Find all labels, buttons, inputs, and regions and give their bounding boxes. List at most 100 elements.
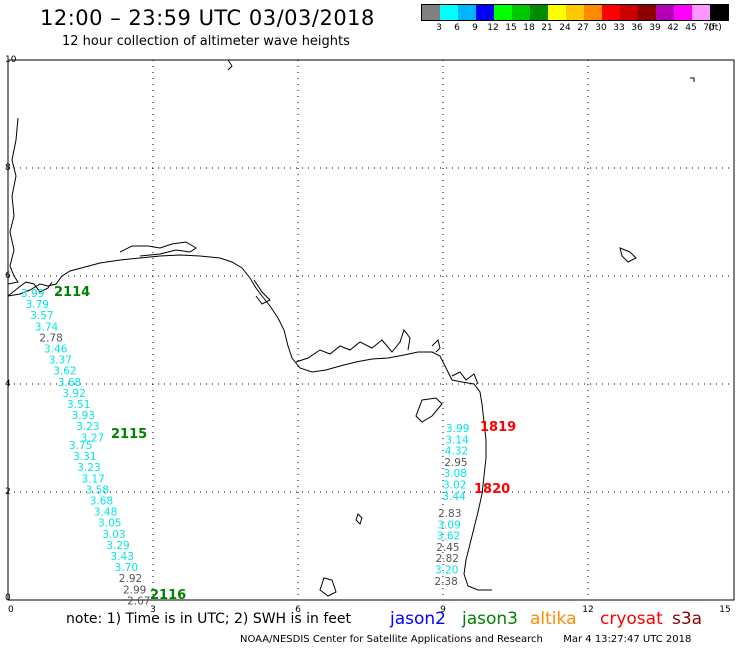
wave-height-value: 3.29 [106, 540, 129, 552]
scale-label: 33 [613, 23, 625, 33]
wave-height-value: 3.51 [67, 399, 90, 411]
scale-swatch [710, 5, 728, 20]
pass-label: 1819 [480, 420, 516, 435]
wave-height-value: 3.43 [111, 551, 134, 563]
wave-height-value: 2.92 [119, 573, 142, 585]
scale-swatch [530, 5, 548, 20]
wave-height-value: 3.31 [73, 451, 96, 463]
scale-label: 15 [505, 23, 517, 33]
credit-text: NOAA/NESDIS Center for Satellite Applica… [240, 634, 543, 645]
scale-swatch [584, 5, 602, 20]
x-tick-label: 12 [582, 605, 593, 615]
scale-label: 18 [523, 23, 535, 33]
y-tick-label: 8 [5, 163, 11, 173]
y-tick-label: 6 [5, 271, 11, 281]
wave-height-value: 3.37 [49, 355, 72, 367]
wave-height-value: 3.93 [72, 410, 95, 422]
scale-label: 9 [472, 23, 478, 33]
wave-height-value: 3.99 [21, 288, 44, 300]
wave-height-value: 2.82 [436, 553, 459, 565]
wave-height-value: 2.95 [444, 457, 467, 469]
scale-swatch [674, 5, 692, 20]
scale-label: 70 [703, 23, 715, 33]
wave-height-color-scale [421, 4, 729, 21]
wave-height-value: 3.99 [446, 423, 469, 435]
x-tick-label: 6 [295, 605, 301, 615]
wave-height-value: 3.08 [444, 468, 467, 480]
wave-height-value: 3.58 [86, 484, 109, 496]
wave-height-value: 4.32 [445, 446, 468, 458]
x-tick-label: 0 [8, 605, 14, 615]
scale-swatch [638, 5, 656, 20]
wave-height-value: 3.23 [76, 421, 99, 433]
scale-swatch [602, 5, 620, 20]
wave-height-value: 3.57 [30, 310, 53, 322]
wave-height-value: 3.68 [90, 496, 113, 508]
scale-label: 27 [577, 23, 589, 33]
wave-height-value: 3.17 [81, 473, 104, 485]
pass-label: 2116 [150, 588, 186, 603]
wave-height-value: 3.20 [435, 565, 458, 577]
wave-height-value: 3.23 [77, 462, 100, 474]
scale-swatch [692, 5, 710, 20]
graticule-grid [8, 60, 734, 600]
wave-height-value: 3.70 [115, 562, 138, 574]
scale-label: 30 [595, 23, 607, 33]
wave-height-value: 3.62 [53, 366, 76, 378]
y-tick-label: 0 [5, 593, 11, 603]
pass-label: 2114 [54, 285, 90, 300]
wave-height-value: 3.02 [443, 480, 466, 492]
scale-swatch [440, 5, 458, 20]
wave-height-value: 3.05 [98, 518, 121, 530]
wave-height-value: 3.46 [44, 344, 68, 356]
wave-height-value: 3.14 [445, 434, 469, 446]
scale-label: 36 [631, 23, 643, 33]
color-scale-labels: 3 6 9 12 15 18 21 24 27 30 33 36 39 42 45 70 (ft) [421, 23, 740, 37]
wave-height-value: 3.09 [437, 519, 460, 531]
scale-label: 12 [487, 23, 499, 33]
scale-label: 42 [667, 23, 679, 33]
coastline [7, 59, 695, 597]
wave-height-value: 3.75 [69, 440, 92, 452]
wave-height-value: 3.48 [94, 507, 117, 519]
wave-height-value: 3.68 [58, 377, 81, 389]
scale-swatch [458, 5, 476, 20]
y-axis-ticks: 10 8 6 4 2 0 [5, 55, 17, 603]
scale-swatch [566, 5, 584, 20]
satellite-passes: 3.993.793.573.742.783.463.373.623.683.92… [21, 285, 516, 607]
credit-timestamp: Mar 4 13:27:47 UTC 2018 [563, 634, 692, 645]
x-axis-ticks: 0 3 6 9 12 15 [8, 605, 731, 615]
wave-height-value: 2.45 [436, 542, 459, 554]
wave-height-value: 3.27 [81, 432, 104, 444]
legend-s3a: s3a [672, 609, 703, 629]
legend-cryosat: cryosat [600, 609, 663, 629]
wave-height-value: 3.44 [442, 491, 466, 503]
y-tick-label: 2 [5, 487, 11, 497]
x-tick-label: 9 [440, 605, 446, 615]
pass-label: 2115 [111, 427, 147, 442]
footer-credit: NOAA/NESDIS Center for Satellite Applica… [240, 634, 691, 645]
footer-note: note: 1) Time is in UTC; 2) SWH is in fe… [66, 611, 352, 627]
map-title: 12:00 – 23:59 UTC 03/03/2018 [40, 6, 375, 30]
y-tick-label: 10 [5, 55, 17, 65]
wave-height-value: 2.67 [127, 595, 150, 607]
scale-swatch [512, 5, 530, 20]
wave-height-value: 3.92 [62, 388, 85, 400]
y-tick-label: 4 [5, 379, 11, 389]
scale-label: 6 [454, 23, 460, 33]
legend-jason2: jason2 [390, 609, 446, 629]
wave-height-value: 3.62 [437, 531, 460, 543]
scale-unit: (ft) [708, 23, 722, 33]
x-tick-label: 15 [719, 605, 730, 615]
scale-swatch [494, 5, 512, 20]
wave-height-value: 3.74 [35, 321, 59, 333]
scale-label: 3 [436, 23, 442, 33]
scale-label: 45 [685, 23, 697, 33]
wave-height-value: 3.03 [102, 529, 125, 541]
scale-swatch [656, 5, 674, 20]
scale-label: 21 [541, 23, 553, 33]
x-tick-label: 3 [150, 605, 156, 615]
map-subtitle: 12 hour collection of altimeter wave hei… [62, 34, 350, 49]
